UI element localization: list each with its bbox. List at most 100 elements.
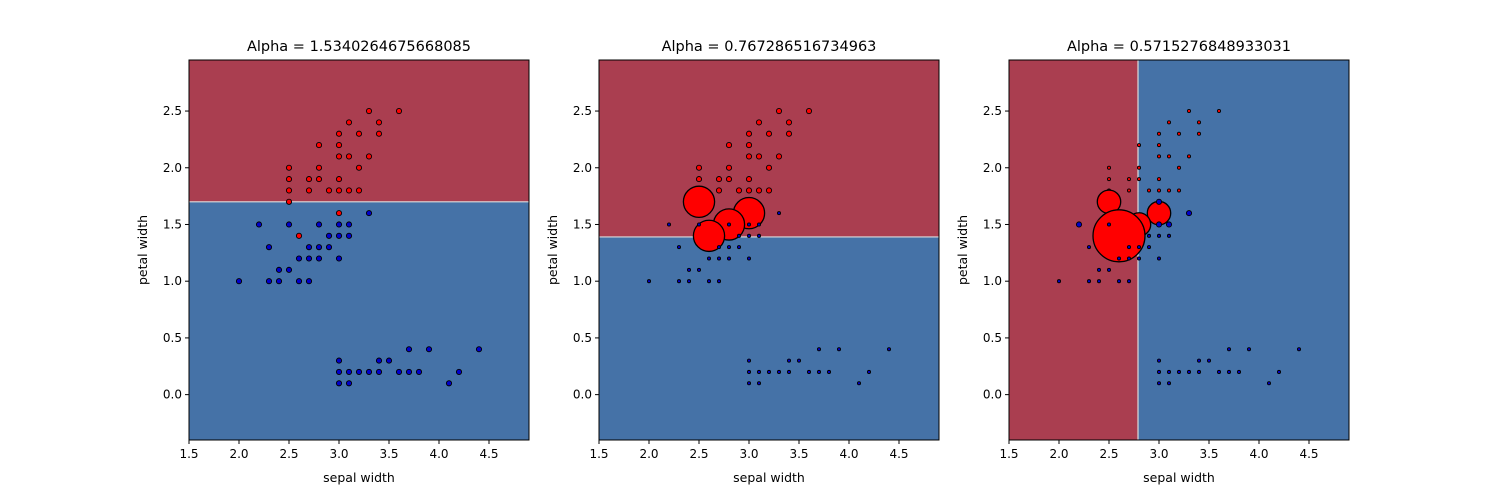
data-point-blue: [1236, 369, 1242, 374]
data-point-blue: [726, 222, 732, 227]
y-tick-label: 1.0: [573, 274, 592, 288]
data-point-blue: [816, 347, 822, 352]
data-point-blue: [716, 245, 722, 250]
data-point-red: [1216, 109, 1222, 114]
y-tick-label: 2.0: [983, 161, 1002, 175]
data-point-blue: [335, 221, 343, 228]
data-point-red: [765, 130, 773, 137]
region-lower: [189, 201, 529, 440]
data-point-blue: [1096, 267, 1102, 272]
data-point-red: [745, 142, 753, 149]
data-point-red: [1126, 188, 1132, 193]
data-point-blue: [295, 278, 303, 285]
data-point-blue: [325, 244, 333, 251]
x-tick-label: 3.0: [739, 447, 758, 461]
data-point-red: [765, 164, 773, 171]
data-point-red: [692, 219, 726, 253]
data-point-blue: [1165, 221, 1173, 228]
data-point-blue: [756, 369, 762, 374]
data-point-red: [1196, 120, 1202, 125]
x-tick-label: 3.5: [789, 447, 808, 461]
data-point-blue: [646, 279, 652, 284]
data-point-red: [335, 187, 343, 194]
data-point-blue: [1136, 245, 1142, 250]
data-point-red: [755, 153, 763, 160]
data-point-red: [715, 187, 723, 194]
data-point-blue: [1296, 347, 1302, 352]
data-point-blue: [746, 381, 752, 386]
region-upper: [599, 60, 939, 237]
data-point-blue: [1166, 369, 1172, 374]
axes-frame: [598, 59, 940, 441]
subplot-2-title: Alpha = 0.767286516734963: [662, 39, 877, 55]
data-point-blue: [1086, 245, 1092, 250]
x-tick-label: 1.5: [179, 447, 198, 461]
data-point-red: [285, 164, 293, 171]
subplot-1: 1.5 2.0 2.5 3.0 3.5 4.0 4.50.00.51.01.52.02.5 …: [135, 39, 530, 485]
data-point-red: [775, 107, 783, 115]
data-point-blue: [1146, 233, 1152, 238]
data-point-blue: [746, 358, 752, 363]
data-point-blue: [726, 256, 732, 261]
data-point-blue: [1056, 279, 1062, 284]
data-point-blue: [1156, 369, 1162, 374]
y-tick-label: 0.0: [163, 388, 182, 402]
data-point-blue: [1155, 221, 1163, 228]
data-point-blue: [445, 380, 453, 387]
data-point-blue: [1266, 381, 1272, 386]
data-point-red: [1176, 131, 1182, 136]
data-point-blue: [826, 369, 832, 374]
data-point-red: [765, 187, 773, 194]
data-point-blue: [1106, 222, 1112, 227]
data-point-red: [755, 119, 763, 126]
data-point-blue: [886, 347, 892, 352]
data-point-red: [365, 107, 373, 115]
y-tick-label: 1.5: [163, 217, 182, 231]
data-point-red: [305, 187, 313, 194]
data-point-red: [715, 176, 723, 183]
x-tick-label: 4.5: [479, 447, 498, 461]
data-point-blue: [806, 369, 812, 374]
x-tick-label: 3.5: [1199, 447, 1218, 461]
x-tick-label: 2.5: [689, 447, 708, 461]
data-point-red: [335, 153, 343, 160]
data-point-blue: [1186, 369, 1192, 374]
data-point-blue: [345, 380, 353, 387]
y-tick-label: 1.5: [983, 217, 1002, 231]
data-point-blue: [455, 368, 463, 375]
data-point-red: [325, 187, 333, 194]
data-point-blue: [776, 369, 782, 374]
data-point-blue: [766, 369, 772, 374]
data-point-red: [1136, 143, 1142, 148]
y-tick-label: 0.0: [573, 388, 592, 402]
data-point-red: [285, 176, 293, 183]
data-point-red: [745, 187, 753, 194]
y-tick-label: 0.0: [983, 388, 1002, 402]
data-point-red: [1166, 120, 1172, 125]
data-point-blue: [1096, 279, 1102, 284]
data-point-blue: [1226, 347, 1232, 352]
data-point-blue: [716, 256, 722, 261]
data-point-red: [1106, 165, 1112, 170]
data-point-blue: [776, 211, 782, 216]
data-point-blue: [686, 279, 692, 284]
data-point-blue: [1196, 369, 1202, 374]
y-tick-label: 1.0: [983, 274, 1002, 288]
data-point-blue: [1086, 279, 1092, 284]
x-tick-label: 2.5: [1099, 447, 1118, 461]
data-point-blue: [255, 221, 263, 228]
data-point-blue: [746, 222, 752, 227]
data-point-blue: [1126, 245, 1132, 250]
data-point-blue: [345, 221, 353, 228]
data-point-red: [375, 130, 383, 137]
data-point-blue: [696, 267, 702, 272]
data-point-blue: [716, 279, 722, 284]
data-point-blue: [1276, 369, 1282, 374]
data-point-red: [785, 130, 793, 137]
data-point-blue: [285, 266, 293, 273]
x-tick-label: 2.5: [279, 447, 298, 461]
data-point-blue: [706, 256, 712, 261]
data-point-blue: [1156, 233, 1162, 238]
y-tick-label: 2.5: [983, 104, 1002, 118]
y-tick-label: 0.5: [163, 331, 182, 345]
